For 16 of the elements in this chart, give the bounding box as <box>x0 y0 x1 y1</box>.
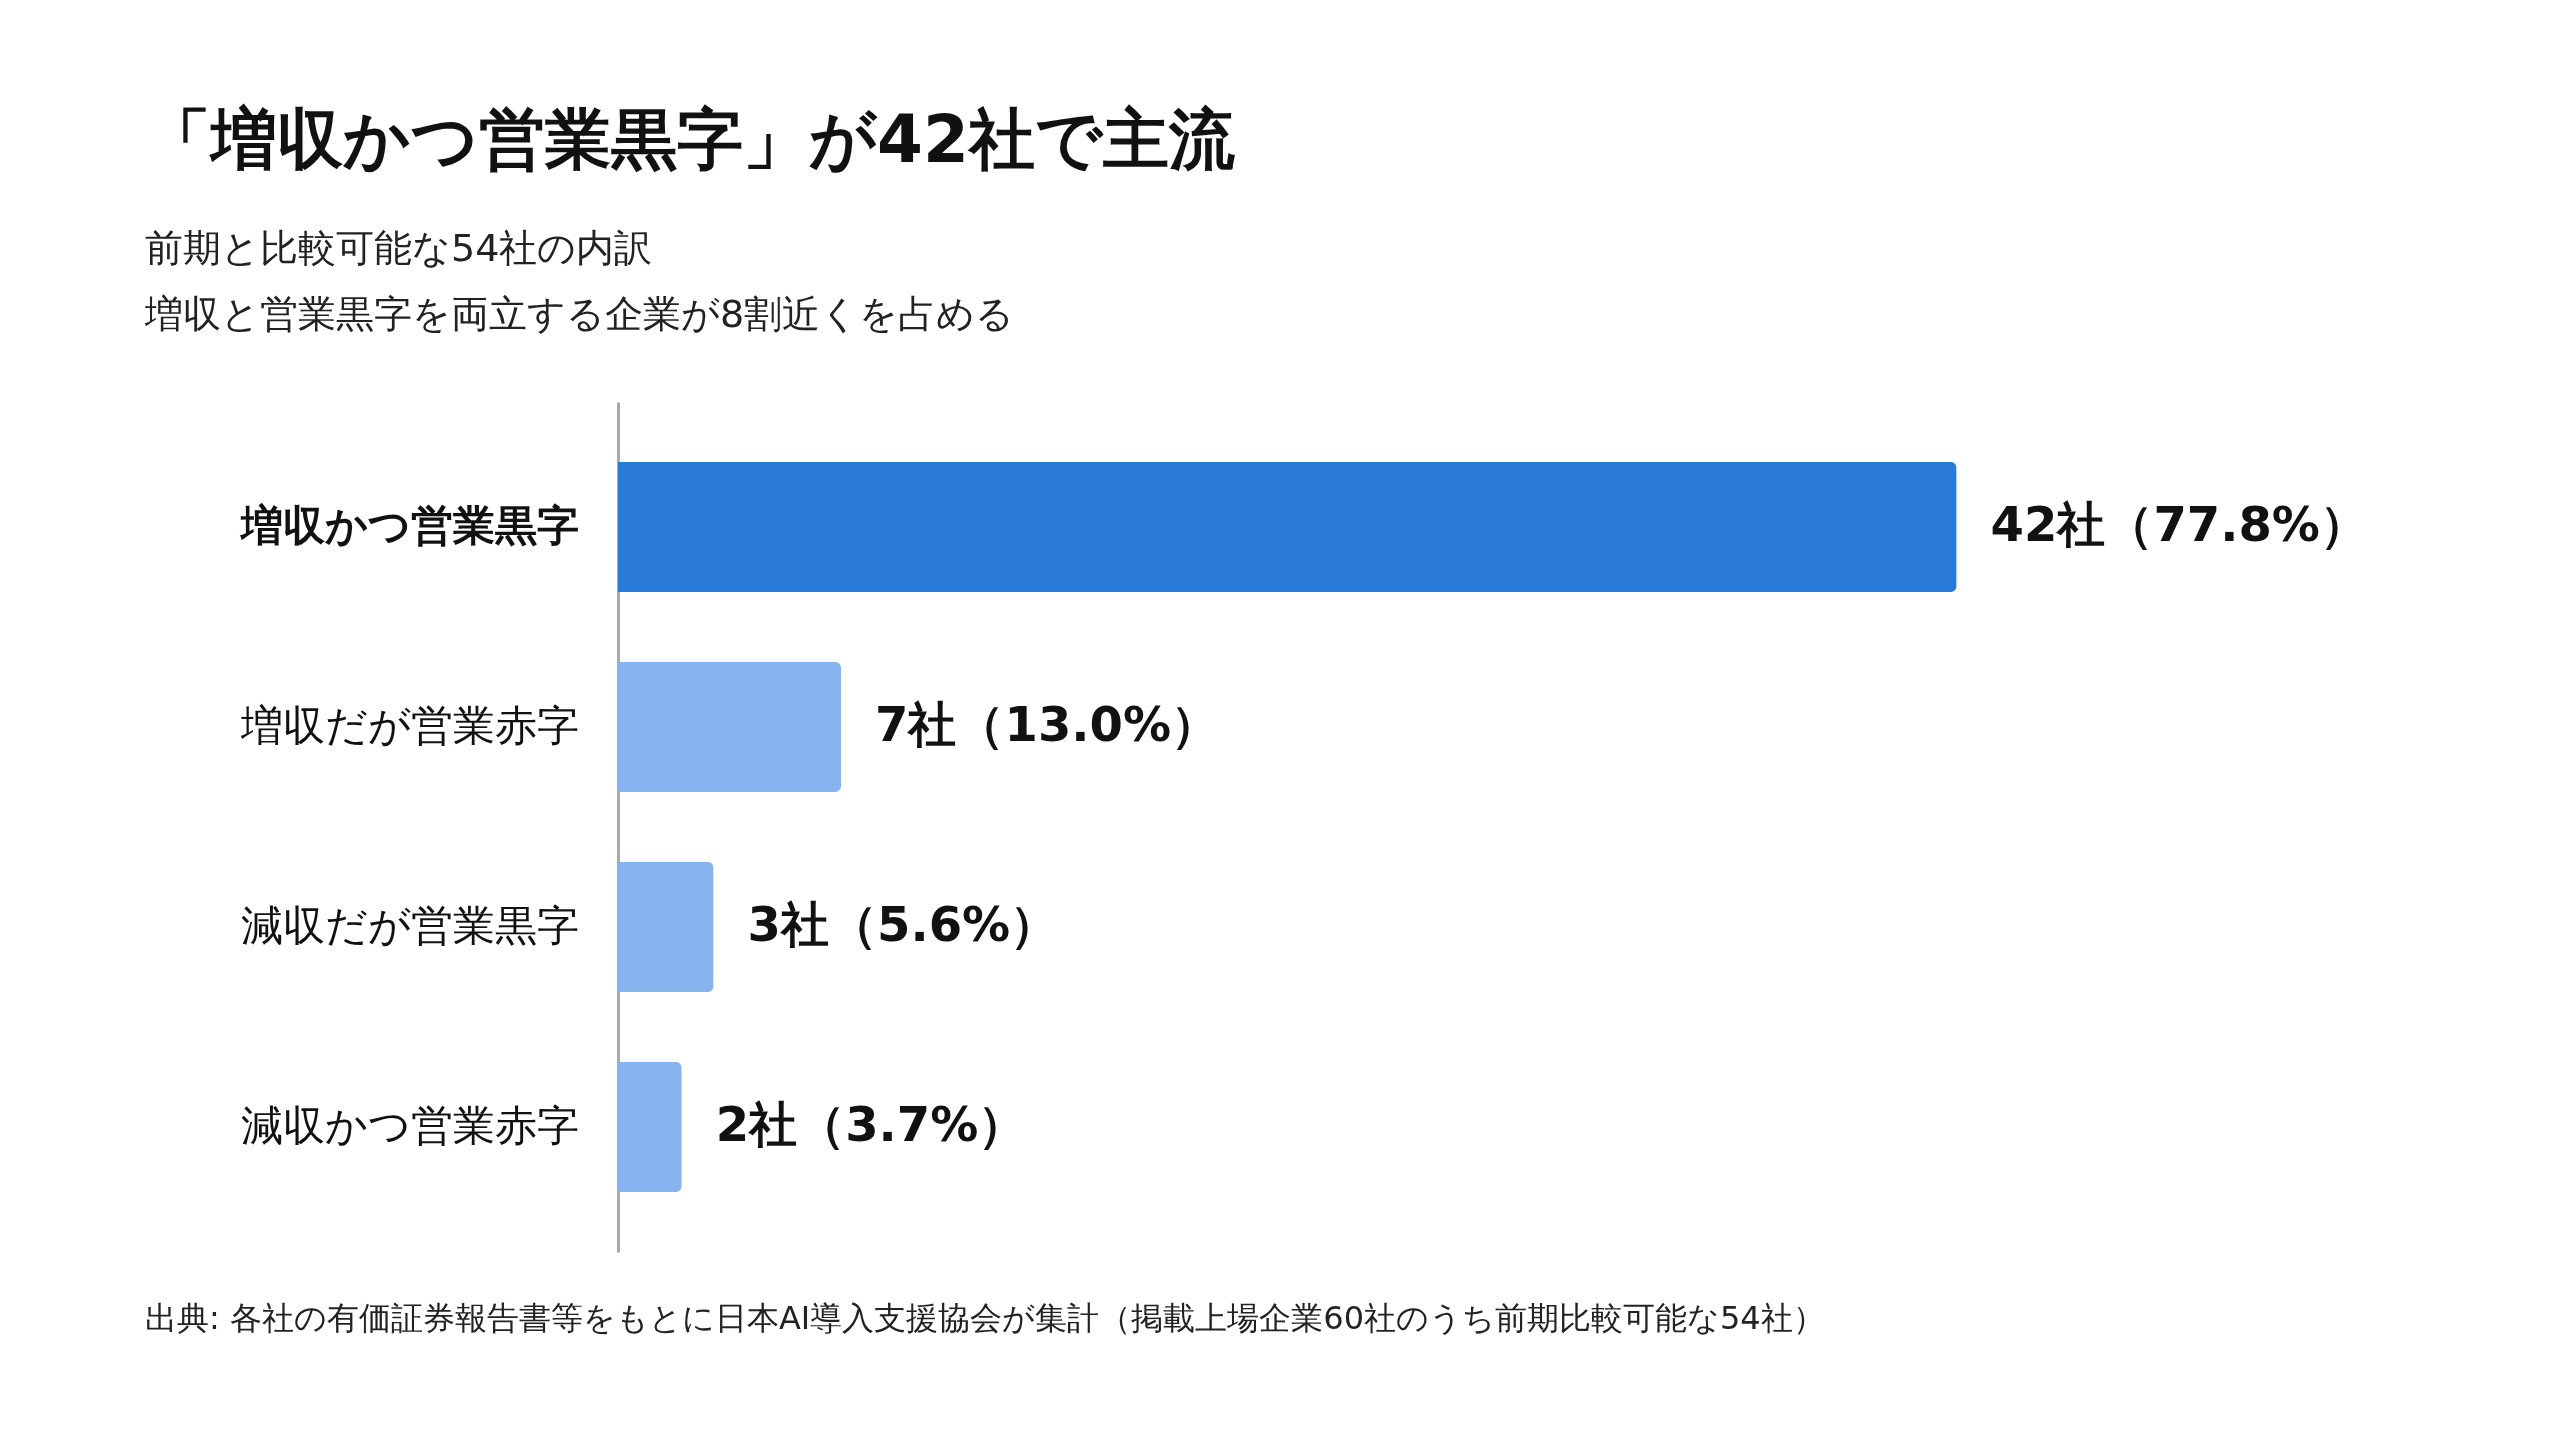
bar <box>618 862 714 992</box>
data-label: 7社（13.0%） <box>875 696 1220 752</box>
bar <box>618 462 1957 592</box>
chart-subtitle: 前期と比較可能な54社の内訳 <box>145 225 654 272</box>
text: 増収と営業黒字を両立する企業が8割近くを占める <box>145 291 1016 338</box>
data-label: 3社（5.6%） <box>747 896 1059 952</box>
y-tick-label: 増収かつ営業黒字 <box>238 501 579 550</box>
bar <box>618 1062 682 1192</box>
data-label: 42社（77.8%） <box>1990 496 2368 552</box>
y-tick-label: 減収かつ営業赤字 <box>240 1101 579 1150</box>
source-note: 出典: 各社の有価証券報告書等をもとに日本AI導入支援協会が集計（掲載上場企業60社のうち前期比較可能な54社） <box>145 1298 1826 1339</box>
data-label: 2社（3.7%） <box>715 1096 1027 1152</box>
y-tick-label: 減収だが営業黒字 <box>240 901 579 950</box>
bar <box>618 662 842 792</box>
y-tick-label: 増収だが営業赤字 <box>239 701 579 750</box>
chart-title: 「増収かつ営業黒字」が42社で主流 <box>145 100 1236 180</box>
